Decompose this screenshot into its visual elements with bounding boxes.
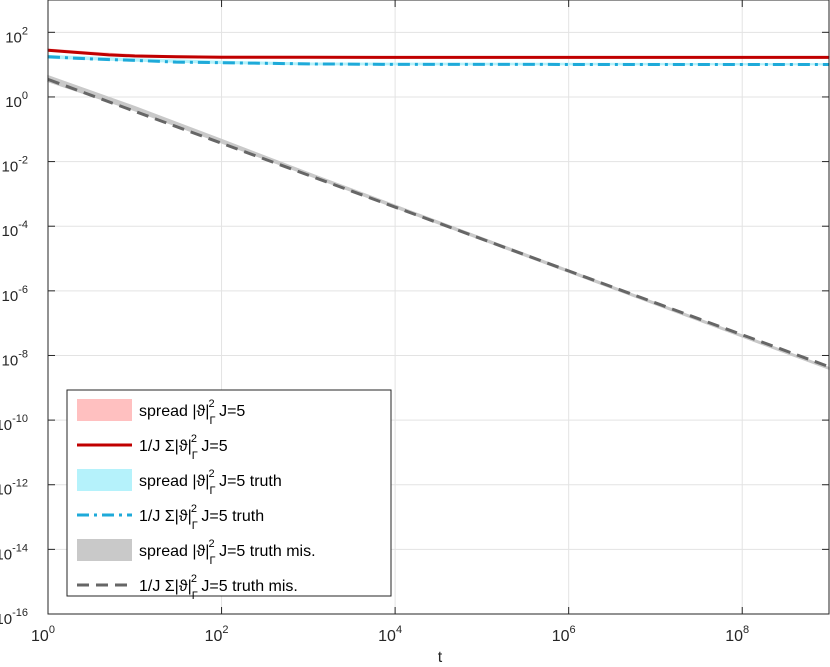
y-tick-label: 10-16 xyxy=(0,607,28,628)
legend-box xyxy=(66,389,392,597)
legend-label: 1/J Σ|ϑ|Γ2 J=5 xyxy=(139,433,228,462)
y-tick-label: 10-2 xyxy=(2,155,28,176)
x-tick-label: 100 xyxy=(31,624,55,645)
y-tick-label: 10-12 xyxy=(0,478,28,499)
legend-label: 1/J Σ|ϑ|Γ2 J=5 truth xyxy=(139,503,264,532)
legend-swatch xyxy=(77,539,132,561)
y-tick-label: 10-6 xyxy=(2,284,28,305)
x-tick-label: 106 xyxy=(552,624,576,645)
mean-lines xyxy=(47,48,830,369)
legend-label: 1/J Σ|ϑ|Γ2 J=5 truth mis. xyxy=(139,573,298,602)
series-line xyxy=(47,48,829,59)
x-tick-label: 104 xyxy=(378,624,402,645)
axis-ticks xyxy=(47,0,829,615)
x-tick-label: 108 xyxy=(725,624,749,645)
legend-swatch xyxy=(77,469,132,491)
y-tick-label: 100 xyxy=(5,90,28,111)
y-tick-labels: 102 100 10-2 10-4 10-6 10-8 10-10 10-12 10-14 10-… xyxy=(0,25,28,628)
axes-box xyxy=(47,0,830,615)
x-axis-label: t xyxy=(438,649,443,666)
y-tick-label: 102 xyxy=(5,25,28,46)
y-tick-label: 10-8 xyxy=(2,348,28,369)
legend-label: spread |ϑ|Γ2 J=5 truth mis. xyxy=(139,538,316,567)
x-tick-label: 102 xyxy=(205,624,229,645)
series-line xyxy=(47,55,830,66)
x-tick-labels: 100 102 104 106 108 xyxy=(31,624,749,645)
legend-label: spread |ϑ|Γ2 J=5 xyxy=(139,398,245,427)
grid-lines xyxy=(48,0,829,614)
series-line xyxy=(47,77,830,369)
legend-swatch xyxy=(77,399,132,421)
legend-label: spread |ϑ|Γ2 J=5 truth xyxy=(139,468,282,497)
y-tick-label: 10-10 xyxy=(0,413,28,434)
y-tick-label: 10-4 xyxy=(2,219,28,240)
legend: spread |ϑ|Γ2 J=5 1/J Σ|ϑ|Γ2 J=5 spread |ϑ|… xyxy=(66,389,392,602)
y-tick-label: 10-14 xyxy=(0,542,28,563)
